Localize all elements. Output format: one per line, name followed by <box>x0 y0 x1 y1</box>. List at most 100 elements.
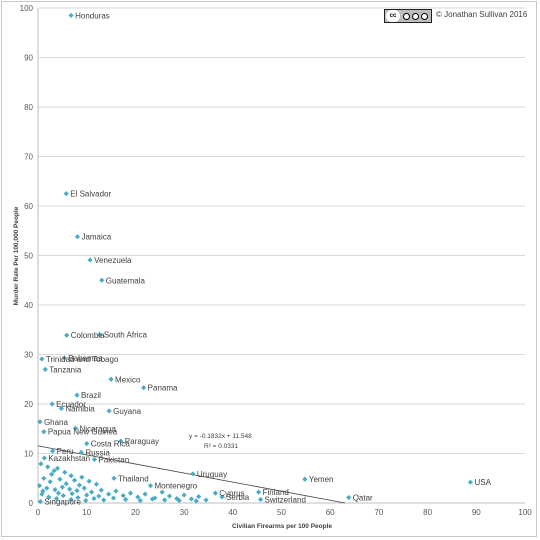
data-point <box>135 494 141 500</box>
point-label: Panama <box>148 384 178 393</box>
point-label: Venezuela <box>94 256 132 265</box>
data-point <box>47 479 53 485</box>
data-point <box>52 487 58 493</box>
data-point <box>120 492 126 499</box>
data-point <box>68 473 74 479</box>
data-point <box>91 456 98 463</box>
data-point <box>79 474 85 480</box>
data-point <box>74 488 80 494</box>
point-label: Jamaica <box>81 233 111 242</box>
point-label: Pakistan <box>98 455 129 464</box>
cc-logo-icon: cc <box>386 10 400 22</box>
point-label: Kazakhstan <box>48 454 90 463</box>
axes <box>37 8 525 504</box>
data-point <box>36 483 43 489</box>
point-label: Switzerland <box>265 496 306 505</box>
point-label: Ghana <box>44 418 69 427</box>
point-label: Montenegro <box>154 482 197 491</box>
point-label: Colombia <box>71 331 105 340</box>
data-point <box>302 476 308 482</box>
data-point <box>50 448 56 454</box>
data-point <box>37 498 44 505</box>
data-point <box>96 493 102 499</box>
data-point <box>63 191 69 197</box>
x-tick-label: 0 <box>36 508 41 517</box>
data-point <box>41 455 47 461</box>
data-point <box>181 492 187 498</box>
data-point <box>346 494 352 501</box>
data-point <box>51 468 57 474</box>
data-point <box>41 475 47 481</box>
y-tick-label: 20 <box>24 400 33 409</box>
point-label: South Africa <box>104 331 148 340</box>
data-point <box>113 488 119 494</box>
data-point <box>101 497 107 503</box>
data-point <box>76 482 82 488</box>
data-point <box>257 496 264 503</box>
data-point <box>141 385 147 391</box>
data-point <box>81 485 87 491</box>
data-point <box>44 485 50 491</box>
y-tick-label: 50 <box>24 252 33 261</box>
data-point <box>91 495 97 502</box>
data-points <box>36 12 474 505</box>
data-point <box>196 493 202 500</box>
data-point <box>106 408 112 414</box>
data-point <box>54 465 61 471</box>
data-point <box>219 494 225 500</box>
x-tick-label: 80 <box>423 508 432 517</box>
trendline-equation: y = -0.1832x + 11.548 <box>189 433 252 440</box>
data-point <box>149 496 156 502</box>
data-point <box>41 429 47 435</box>
point-label: El Salvador <box>70 190 111 199</box>
data-point <box>83 497 89 504</box>
data-point <box>86 478 92 484</box>
data-point <box>63 481 69 487</box>
data-point <box>49 471 55 477</box>
data-point <box>45 464 51 470</box>
point-label: Bahamas <box>68 354 102 363</box>
data-point <box>84 441 90 447</box>
point-label: Yemen <box>309 475 334 484</box>
point-label: Guyana <box>113 407 142 416</box>
data-point <box>147 483 154 489</box>
y-axis-title: Murder Rate Per 100,000 People <box>13 206 20 305</box>
data-point <box>137 497 143 504</box>
point-label: Tanzania <box>49 365 82 374</box>
data-point <box>152 495 158 501</box>
data-point <box>467 479 474 485</box>
data-point <box>118 438 124 444</box>
data-point <box>39 491 45 497</box>
point-label: Trinidad and Tobago <box>46 355 119 364</box>
data-point <box>123 496 129 503</box>
point-label: Russia <box>85 449 110 458</box>
data-point <box>176 497 182 504</box>
x-tick-label: 50 <box>277 508 286 517</box>
point-label: Finland <box>263 488 289 497</box>
y-tick-label: 30 <box>24 351 33 360</box>
data-point <box>87 257 93 263</box>
data-point <box>111 475 117 481</box>
data-point <box>256 489 262 495</box>
point-label: Qatar <box>353 494 373 503</box>
data-point <box>37 419 43 425</box>
data-point <box>93 481 100 487</box>
y-tick-label: 100 <box>20 4 34 13</box>
data-point <box>42 366 48 372</box>
x-tick-label: 60 <box>326 508 335 517</box>
y-tick-label: 90 <box>24 54 33 63</box>
data-point <box>69 490 75 497</box>
cc-by-nc-nd-icon: cc <box>384 9 432 23</box>
point-label: Peru <box>57 447 74 456</box>
y-tick-label: 40 <box>24 301 33 310</box>
y-tick-label: 60 <box>24 202 33 211</box>
x-tick-label: 20 <box>131 508 140 517</box>
point-label: Nicaragua <box>79 424 116 433</box>
data-point <box>188 496 195 502</box>
trendline-r-squared: R² = 0.0331 <box>204 443 239 450</box>
data-point <box>162 497 168 503</box>
data-point <box>142 491 148 497</box>
x-axis-title: Civilian Firearms per 100 People <box>232 523 332 530</box>
data-point <box>106 491 112 497</box>
tick-labels: 0 10 20 30 40 50 60 70 80 90 100 0 10 20 30 40 50 60 70 80 9… <box>20 4 533 517</box>
